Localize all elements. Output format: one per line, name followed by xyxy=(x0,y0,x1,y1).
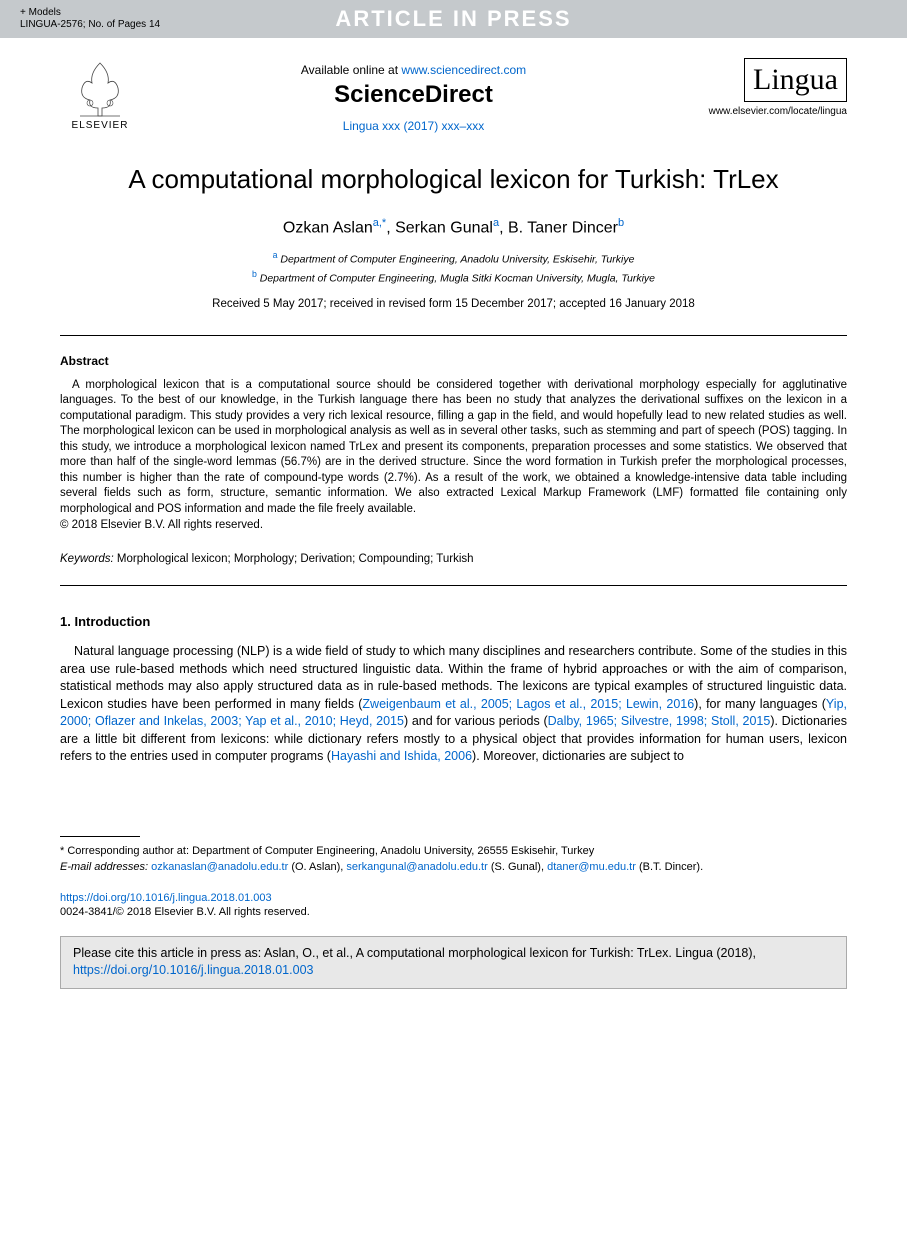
article-title: A computational morphological lexicon fo… xyxy=(60,163,847,197)
citation-box: Please cite this article in press as: As… xyxy=(60,936,847,989)
keywords-line: Keywords: Morphological lexicon; Morphol… xyxy=(60,553,847,565)
available-online-line: Available online at www.sciencedirect.co… xyxy=(140,63,687,77)
issn-copyright: 0024-3841/© 2018 Elsevier B.V. All right… xyxy=(60,906,847,918)
footnotes: * Corresponding author at: Department of… xyxy=(60,843,847,876)
separator-2 xyxy=(60,585,847,586)
intro-text-c: ) and for various periods ( xyxy=(404,714,548,728)
keywords-label: Keywords: xyxy=(60,553,114,565)
article-dates: Received 5 May 2017; received in revised… xyxy=(60,298,847,310)
keywords-list: Morphological lexicon; Morphology; Deriv… xyxy=(117,553,474,565)
author-1-sup: a,* xyxy=(373,217,386,229)
footnote-separator xyxy=(60,836,140,837)
aff-b-sup: b xyxy=(252,269,257,279)
author-2-sup: a xyxy=(493,217,499,229)
affiliations: a Department of Computer Engineering, An… xyxy=(60,249,847,288)
models-info: + Models LINGUA-2576; No. of Pages 14 xyxy=(20,7,160,31)
article-in-press-banner: ARTICLE IN PRESS xyxy=(335,6,571,32)
separator-1 xyxy=(60,335,847,336)
watermark-bar: + Models LINGUA-2576; No. of Pages 14 AR… xyxy=(0,0,907,38)
cite-text: Please cite this article in press as: As… xyxy=(73,946,756,960)
models-line1: + Models xyxy=(20,7,160,19)
elsevier-logo-block: ELSEVIER xyxy=(60,58,140,131)
sciencedirect-logo: ScienceDirect xyxy=(140,81,687,109)
author-3-sup: b xyxy=(618,217,624,229)
email-label: E-mail addresses: xyxy=(60,861,148,873)
page-content: ELSEVIER Available online at www.science… xyxy=(0,38,907,1019)
citation-ref-3[interactable]: Dalby, 1965; Silvestre, 1998; Stoll, 201… xyxy=(548,714,771,728)
intro-paragraph: Natural language processing (NLP) is a w… xyxy=(60,643,847,766)
author-2: Serkan Gunal xyxy=(395,219,493,236)
elsevier-tree-icon xyxy=(70,58,130,118)
doi-link[interactable]: https://doi.org/10.1016/j.lingua.2018.01… xyxy=(60,892,847,904)
abstract-text: A morphological lexicon that is a comput… xyxy=(60,378,847,518)
elsevier-label: ELSEVIER xyxy=(72,120,129,131)
aff-a-sup: a xyxy=(273,250,278,260)
authors-line: Ozkan Aslana,*, Serkan Gunala, B. Taner … xyxy=(60,217,847,237)
email-1[interactable]: ozkanaslan@anadolu.edu.tr xyxy=(151,861,288,873)
abstract-heading: Abstract xyxy=(60,354,847,368)
citation-ref-1[interactable]: Zweigenbaum et al., 2005; Lagos et al., … xyxy=(362,697,694,711)
lingua-url[interactable]: www.elsevier.com/locate/lingua xyxy=(687,106,847,117)
email-2[interactable]: serkangunal@anadolu.edu.tr xyxy=(346,861,487,873)
models-line2: LINGUA-2576; No. of Pages 14 xyxy=(20,19,160,31)
email-3-name: (B.T. Dincer). xyxy=(636,861,703,873)
citation-ref-4[interactable]: Hayashi and Ishida, 2006 xyxy=(331,749,472,763)
email-line: E-mail addresses: ozkanaslan@anadolu.edu… xyxy=(60,859,847,876)
lingua-logo: Lingua xyxy=(744,58,847,102)
corresponding-author: * Corresponding author at: Department of… xyxy=(60,843,847,860)
cite-doi-link[interactable]: https://doi.org/10.1016/j.lingua.2018.01… xyxy=(73,963,313,977)
sciencedirect-url[interactable]: www.sciencedirect.com xyxy=(401,63,526,77)
email-3[interactable]: dtaner@mu.edu.tr xyxy=(547,861,636,873)
email-2-name: (S. Gunal), xyxy=(488,861,547,873)
intro-text-e: ). Moreover, dictionaries are subject to xyxy=(472,749,684,763)
intro-text-b: ), for many languages ( xyxy=(694,697,826,711)
lingua-block: Lingua www.elsevier.com/locate/lingua xyxy=(687,58,847,117)
journal-reference[interactable]: Lingua xxx (2017) xxx–xxx xyxy=(140,119,687,133)
affiliation-b: b Department of Computer Engineering, Mu… xyxy=(60,268,847,287)
available-prefix: Available online at xyxy=(301,63,402,77)
author-3: B. Taner Dincer xyxy=(508,219,618,236)
abstract-copyright: © 2018 Elsevier B.V. All rights reserved… xyxy=(60,519,847,531)
section-1-heading: 1. Introduction xyxy=(60,614,847,629)
email-1-name: (O. Aslan), xyxy=(288,861,346,873)
affiliation-a: a Department of Computer Engineering, An… xyxy=(60,249,847,268)
author-1: Ozkan Aslan xyxy=(283,219,373,236)
aff-a-text: Department of Computer Engineering, Anad… xyxy=(280,254,634,266)
aff-b-text: Department of Computer Engineering, Mugl… xyxy=(260,273,655,285)
header-row: ELSEVIER Available online at www.science… xyxy=(60,58,847,133)
center-header: Available online at www.sciencedirect.co… xyxy=(140,58,687,133)
